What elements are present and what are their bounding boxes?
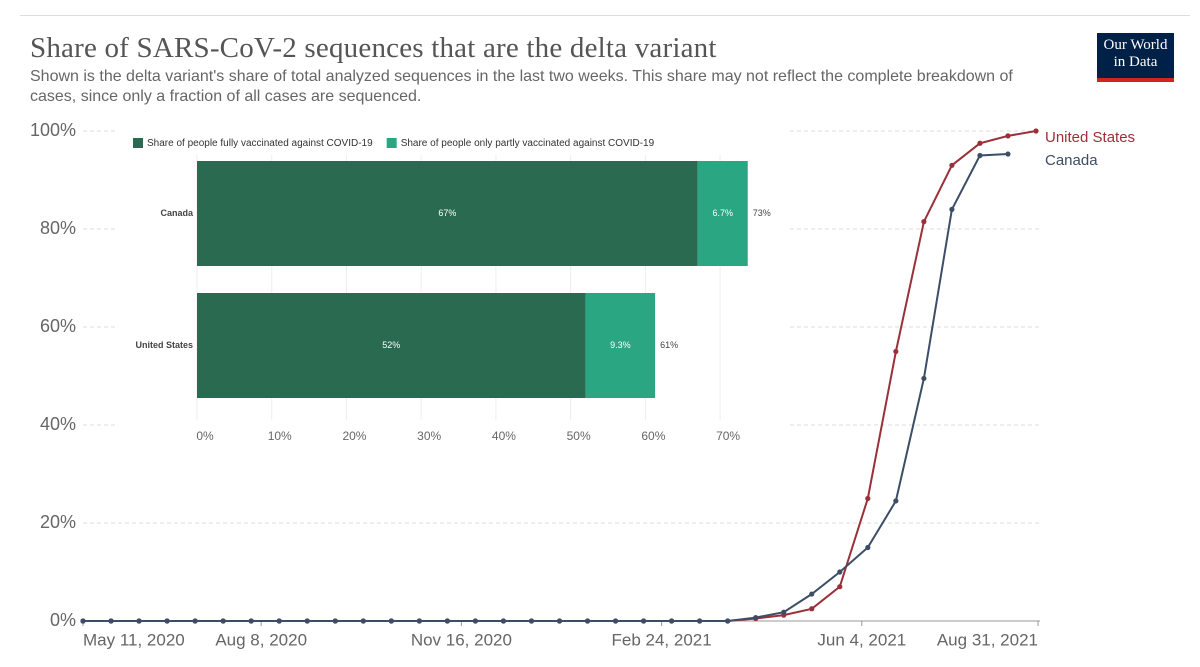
bar-segment <box>197 293 586 398</box>
point <box>809 591 815 597</box>
point <box>444 618 450 624</box>
point <box>865 495 871 502</box>
value-label: 67% <box>438 208 456 218</box>
bar-segment <box>697 161 748 266</box>
point <box>753 614 759 621</box>
point <box>1005 133 1011 139</box>
legend-swatch <box>386 138 397 148</box>
category-label: United States <box>135 340 193 350</box>
point <box>977 140 983 146</box>
value-label: 9.3% <box>610 340 631 350</box>
chart-title: Share of SARS-CoV-2 sequences that are t… <box>30 32 717 64</box>
point <box>977 152 983 159</box>
point <box>528 618 535 624</box>
total-label: 73% <box>753 208 771 218</box>
point <box>781 609 787 615</box>
point <box>612 618 619 624</box>
x-tick-label: 70% <box>716 429 740 443</box>
x-tick-label: 60% <box>641 429 665 443</box>
legend-label: Share of people only partly vaccinated a… <box>401 138 655 149</box>
x-tick-label: Aug 31, 2021 <box>937 630 1038 649</box>
x-tick-label: 0% <box>196 429 214 443</box>
point <box>136 618 142 624</box>
point <box>921 375 927 382</box>
chart-subtitle: Shown is the delta variant's share of to… <box>30 68 1013 105</box>
y-tick-label: 100% <box>30 120 76 140</box>
y-tick-label: 0% <box>50 610 76 630</box>
category-label: Canada <box>160 208 194 218</box>
x-tick-label: 20% <box>342 429 366 443</box>
series-label: United States <box>1045 129 1135 146</box>
point <box>556 618 563 624</box>
point <box>276 618 282 624</box>
x-tick-label: 10% <box>268 429 292 443</box>
point <box>809 606 815 612</box>
x-tick-label: May 11, 2020 <box>83 630 185 649</box>
point <box>472 618 479 624</box>
point <box>697 618 703 624</box>
point <box>360 618 366 624</box>
x-tick-label: Jun 4, 2021 <box>817 630 906 649</box>
logo-line: Our World <box>1103 37 1168 53</box>
point <box>108 618 114 624</box>
point <box>164 618 170 624</box>
legend-swatch <box>133 138 143 148</box>
x-tick-label: 40% <box>492 429 516 443</box>
point <box>669 618 675 624</box>
logo[interactable]: Our World in Data <box>1097 33 1174 82</box>
y-tick-label: 20% <box>40 512 76 532</box>
x-tick-label: Nov 16, 2020 <box>411 630 512 649</box>
inset-chart: 0% 10% 20% 30% 40% 50% 60% 70% Share of people f… <box>118 120 788 454</box>
value-label: 6.7% <box>712 208 733 218</box>
x-tick-label: Aug 8, 2020 <box>215 630 307 649</box>
point <box>921 219 927 225</box>
total-label: 61% <box>660 340 678 350</box>
point <box>388 618 394 624</box>
point <box>416 618 422 624</box>
point <box>640 618 647 624</box>
value-label: 52% <box>382 340 400 350</box>
point <box>949 162 955 168</box>
point <box>584 618 591 624</box>
bar-segment <box>585 293 656 398</box>
point <box>893 498 899 504</box>
y-tick-label: 40% <box>40 414 76 434</box>
point <box>837 569 843 575</box>
logo-line: in Data <box>1113 54 1158 70</box>
point <box>304 618 310 624</box>
point <box>1005 151 1011 157</box>
point <box>332 618 338 624</box>
point <box>865 544 871 551</box>
point <box>220 618 226 624</box>
point <box>192 618 198 624</box>
x-tick-label: 50% <box>567 429 591 443</box>
x-tick-label: Feb 24, 2021 <box>612 630 712 649</box>
point <box>837 584 843 590</box>
point <box>1033 128 1039 134</box>
y-tick-label: 80% <box>40 218 76 238</box>
line <box>83 153 1009 622</box>
point <box>248 618 254 624</box>
point <box>80 618 86 624</box>
point <box>949 206 955 212</box>
point <box>500 618 507 624</box>
point <box>893 348 899 355</box>
point <box>725 618 731 624</box>
y-tick-label: 60% <box>40 316 76 336</box>
series-label: Canada <box>1045 152 1098 169</box>
top-rule <box>20 15 1190 16</box>
legend-label: Share of people fully vaccinated against… <box>147 138 373 149</box>
bar-segment <box>197 161 698 266</box>
x-tick-label: 30% <box>417 429 441 443</box>
